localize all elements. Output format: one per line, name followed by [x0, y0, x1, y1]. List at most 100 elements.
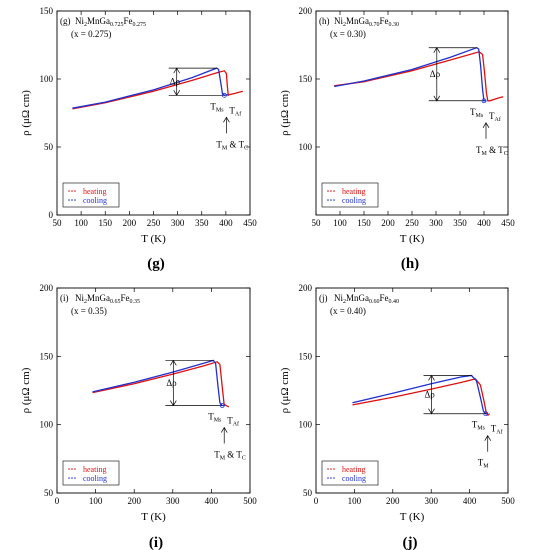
formula-part: Ni — [334, 16, 343, 26]
formula-part: Ni — [75, 16, 84, 26]
formula-sub: 0.30 — [389, 22, 400, 28]
tms-label: TMs — [208, 412, 222, 424]
panel-caption: (h) — [401, 256, 419, 272]
taf-t: T — [491, 424, 497, 434]
y-tick-label: 100 — [40, 74, 54, 84]
transition-label: TM — [478, 458, 490, 470]
tms-marker — [222, 92, 227, 98]
legend-swatch-dot — [330, 199, 332, 201]
composition-note: (x = 0.35) — [71, 306, 107, 316]
tms-t: T — [210, 101, 216, 111]
y-tick-label: 100 — [299, 142, 313, 152]
y-tick-label: 150 — [299, 351, 313, 361]
y-tick-label: 150 — [299, 74, 313, 84]
transition-tail-sub: C — [242, 456, 246, 462]
drho-arrowhead-top — [170, 359, 177, 366]
taf-t: T — [229, 105, 235, 115]
transition-arrowhead — [220, 426, 228, 433]
x-axis-label: T (K) — [141, 233, 166, 245]
x-tick-label: 450 — [501, 218, 515, 228]
legend-swatch-dot — [71, 477, 73, 479]
transition-t: T — [214, 450, 220, 460]
tms-t: T — [472, 420, 478, 430]
y-axis-label: ρ (μΩ cm) — [279, 90, 291, 136]
taf-t: T — [489, 111, 495, 121]
formula-part: MnGa — [87, 16, 110, 26]
taf-sub: Af — [495, 116, 501, 123]
legend-swatch-dot — [74, 199, 76, 201]
drho-label: Δρ — [425, 390, 436, 400]
legend-swatch-dot — [333, 468, 335, 470]
legend-swatch-dot — [68, 190, 70, 192]
transition-tail: & T — [225, 450, 242, 460]
formula-sub: 2 — [84, 22, 87, 28]
legend-swatch-dot — [330, 190, 332, 192]
tms-sub: Ms — [216, 107, 224, 113]
transition-sub: M — [483, 464, 489, 470]
transition-arrowhead — [482, 122, 490, 128]
drho-arrowhead-bottom — [428, 408, 435, 415]
y-axis-label: ρ (μΩ cm) — [20, 90, 32, 136]
transition-arrowhead — [484, 435, 492, 441]
drho-arrowhead-bottom — [433, 95, 441, 102]
transition-tail: & T — [227, 139, 244, 149]
transition-sub: M — [222, 145, 228, 151]
x-tick-label: 200 — [123, 218, 137, 228]
series-line-heating — [72, 70, 243, 110]
formula-sub: 2 — [84, 299, 87, 305]
transition-t: T — [216, 139, 222, 149]
y-axis-label: ρ (μΩ cm) — [20, 367, 32, 413]
drho-label: Δρ — [170, 77, 181, 87]
x-tick-label: 50 — [312, 218, 322, 228]
legend-swatch-dot — [71, 190, 73, 192]
x-tick-label: 100 — [89, 496, 103, 506]
formula-part: Fe — [380, 293, 389, 303]
tms-label: TMs — [472, 420, 486, 432]
tms-sub: Ms — [214, 418, 222, 424]
legend-swatch-dot — [71, 468, 73, 470]
x-tick-label: 0 — [55, 496, 60, 506]
y-axis-label: ρ (μΩ cm) — [279, 367, 291, 413]
legend-swatch-dot — [74, 477, 76, 479]
tms-sub: Ms — [477, 426, 485, 432]
taf-label: TAf — [227, 416, 239, 428]
composition-note: (x = 0.30) — [330, 29, 366, 39]
panel-caption: (j) — [403, 535, 418, 550]
y-tick-label: 200 — [299, 6, 313, 16]
transition-tail-sub: C — [244, 145, 248, 151]
drho-label: Δρ — [166, 378, 177, 388]
legend-swatch-dot — [71, 199, 73, 201]
taf-label: TAf — [491, 424, 503, 436]
formula-sub: 0.35 — [130, 299, 141, 305]
x-tick-label: 350 — [195, 218, 209, 228]
transition-sub: M — [482, 151, 488, 157]
tms-sub: Ms — [476, 113, 484, 119]
formula-sub: 0.275 — [133, 22, 147, 28]
tms-label: TMs — [470, 107, 484, 119]
x-tick-label: 450 — [243, 218, 257, 228]
x-tick-label: 200 — [127, 496, 141, 506]
y-tick-label: 100 — [299, 420, 313, 430]
y-tick-label: 150 — [40, 351, 54, 361]
legend-label-cooling: cooling — [83, 474, 107, 483]
y-tick-label: 200 — [40, 283, 54, 293]
legend-label-cooling: cooling — [342, 474, 366, 483]
series-line-heating — [92, 361, 230, 408]
legend-swatch-dot — [333, 199, 335, 201]
x-tick-label: 300 — [424, 496, 438, 506]
formula-sub: 2 — [343, 22, 346, 28]
x-tick-label: 400 — [205, 496, 219, 506]
x-tick-label: 300 — [166, 496, 180, 506]
tms-label: TMs — [210, 101, 224, 113]
x-tick-label: 50 — [53, 218, 63, 228]
taf-sub: Af — [496, 429, 502, 436]
formula-label: Ni2MnGa0.60Fe0.40 — [334, 293, 399, 305]
transition-tail-sub: C — [504, 151, 508, 157]
x-tick-label: 400 — [477, 218, 491, 228]
transition-label: TM & TC — [476, 145, 508, 157]
taf-sub: Af — [233, 421, 239, 428]
x-tick-label: 300 — [171, 218, 185, 228]
x-axis-label: T (K) — [141, 511, 166, 523]
